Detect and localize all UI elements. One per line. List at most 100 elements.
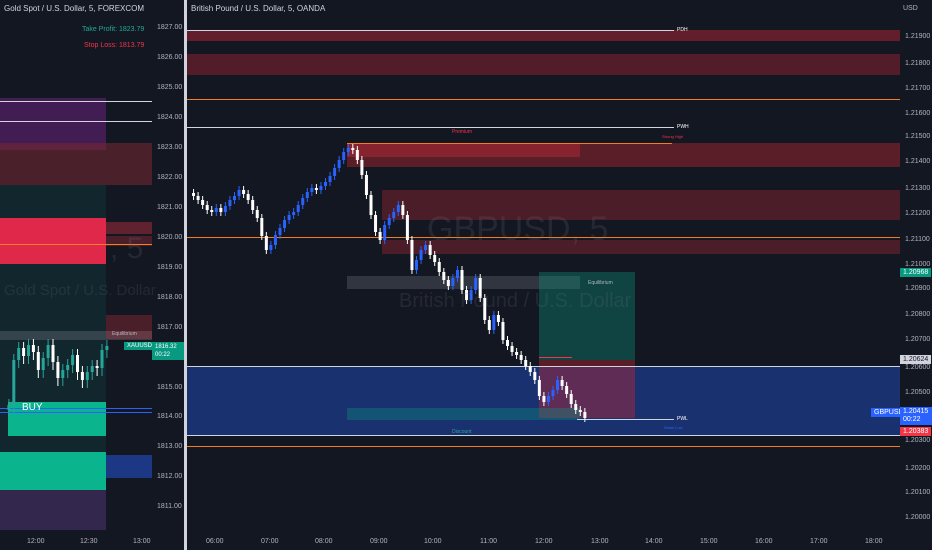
- gold-time-tick: 12:00: [27, 538, 45, 545]
- gbpusd-chart-pane[interactable]: GBPUSD, 5 British Pound / U.S. Dollar Br…: [187, 0, 932, 550]
- gold-candle: [56, 356, 60, 386]
- price-tag-3: 1.20383: [900, 427, 932, 436]
- gbpusd-candle: [442, 268, 446, 284]
- gbpusd-candle: [465, 286, 469, 304]
- gbpusd-candle: [255, 206, 259, 222]
- gbpusd-candle: [242, 186, 246, 198]
- gbpusd-candle: [387, 214, 391, 229]
- gold-equilibrium-label: Equilibrium: [112, 331, 137, 337]
- currency-label: USD: [903, 5, 918, 12]
- gbpusd-candle: [364, 171, 368, 199]
- gbpusd-candle: [510, 342, 514, 356]
- gbpusd-candle: [519, 351, 523, 364]
- gold-candle: [22, 342, 26, 364]
- gbpusd-time-tick: 11:00: [480, 538, 497, 545]
- gbpusd-candle: [478, 274, 482, 302]
- orange-line-1: [187, 99, 900, 100]
- gbpusd-candle: [542, 392, 546, 406]
- discount-zone: [347, 408, 580, 420]
- gold-candle: [100, 344, 104, 376]
- red-order-block-ext: [106, 222, 152, 234]
- supply-zone-3: [382, 240, 900, 254]
- pwl-label: PWL: [677, 416, 688, 422]
- gbpusd-candles: [192, 144, 587, 422]
- price-tag-1: 1.20968: [900, 268, 932, 277]
- white-level-line-2: [0, 121, 152, 122]
- gbpusd-candle: [219, 204, 223, 216]
- red-order-block: [0, 218, 106, 264]
- pwl-line: [577, 419, 674, 420]
- pwh-label: PWH: [677, 124, 689, 130]
- gbpusd-price-tick: 1.21500: [905, 133, 931, 140]
- gbpusd-candle: [201, 196, 205, 209]
- pdh-line: [187, 30, 674, 31]
- pdh-label: PDH: [677, 27, 688, 33]
- gbpusd-candle: [437, 258, 441, 276]
- buy-zone: [8, 402, 106, 436]
- blue-level-line: [0, 408, 152, 409]
- gbpusd-candle: [433, 251, 437, 266]
- teal-demand-zone: [0, 452, 106, 490]
- gbpusd-candle: [269, 241, 273, 254]
- supply-zone-2: [382, 190, 900, 220]
- gbpusd-time-tick: 12:00: [535, 538, 553, 545]
- gbpusd-time-tick: 14:00: [645, 538, 663, 545]
- blue-level-line-2: [0, 412, 152, 413]
- gbpusd-price-tag: 1.20415 00:22: [900, 407, 932, 425]
- gold-candle: [105, 340, 109, 358]
- gbpusd-candle: [360, 156, 364, 179]
- gbpusd-candle: [310, 184, 314, 196]
- gbpusd-candle: [355, 146, 359, 164]
- gbpusd-time-tick: 16:00: [755, 538, 773, 545]
- gbpusd-candle: [401, 201, 405, 219]
- gbpusd-candle: [278, 224, 282, 239]
- gbpusd-countdown: 00:22: [903, 416, 921, 423]
- red-target-line: [539, 357, 572, 358]
- gbpusd-candle: [428, 241, 432, 259]
- tp-long-zone: [539, 272, 635, 360]
- dark-red-zone: [0, 143, 152, 185]
- pwh-line: [187, 127, 674, 128]
- premium-label: Premium: [452, 129, 473, 135]
- gold-price-tick: 1818.00: [157, 294, 183, 301]
- gbpusd-candle: [342, 148, 346, 164]
- gold-price-tick: 1812.00: [157, 473, 183, 480]
- blue-demand-zone: [106, 455, 152, 478]
- gbpusd-symbol-tag: GBPUSD: [871, 408, 907, 417]
- purple-lower-zone: [0, 490, 106, 530]
- gold-candle: [90, 360, 94, 380]
- gbpusd-price-tick: 1.21200: [905, 210, 931, 217]
- price-tag-2: 1.20624: [900, 355, 932, 364]
- gbpusd-candle: [296, 201, 300, 216]
- weak-low-label: Weak Low: [664, 425, 683, 430]
- gold-price-tick: 1811.00: [157, 503, 182, 510]
- gold-chart-pane[interactable]: , 5 Gold Spot / U.S. Dollar Gold Spot / …: [0, 0, 186, 550]
- orange-line-3: [187, 446, 900, 447]
- gbpusd-candle: [474, 274, 478, 294]
- upper-supply-zone: [187, 54, 900, 75]
- gbpusd-candle: [301, 194, 305, 209]
- gbpusd-candle: [246, 190, 250, 204]
- gbpusd-time-tick: 15:00: [700, 538, 718, 545]
- gray-equilibrium-zone: [0, 331, 152, 340]
- gbpusd-price-tick: 1.20200: [905, 465, 931, 472]
- gbpusd-candle: [528, 362, 532, 376]
- gbpusd-time-axis[interactable]: 06:00 07:00 08:00 09:00 10:00 11:00 12:00 13:00…: [187, 538, 932, 550]
- pane-divider[interactable]: [184, 0, 187, 550]
- gbpusd-candle: [314, 184, 318, 194]
- gbpusd-time-tick: 09:00: [370, 538, 388, 545]
- gbpusd-candle: [533, 368, 537, 384]
- gold-time-axis[interactable]: 12:00 12:30 13:00: [0, 538, 186, 550]
- gold-time-tick: 13:00: [133, 538, 151, 545]
- gbpusd-candle: [469, 286, 473, 304]
- purple-supply-zone: [0, 98, 106, 150]
- sl-long-zone: [539, 360, 635, 418]
- gold-chart-title: Gold Spot / U.S. Dollar, 5, FOREXCOM: [4, 4, 145, 13]
- gbpusd-candle: [287, 211, 291, 224]
- gbpusd-price-tick: 1.20300: [905, 437, 931, 444]
- gbpusd-candle: [324, 178, 327, 190]
- gbpusd-price-tick: 1.20000: [905, 514, 931, 521]
- premium-zone-inner: [347, 143, 580, 157]
- gbpusd-candle: [337, 156, 341, 172]
- gold-candle: [12, 354, 16, 413]
